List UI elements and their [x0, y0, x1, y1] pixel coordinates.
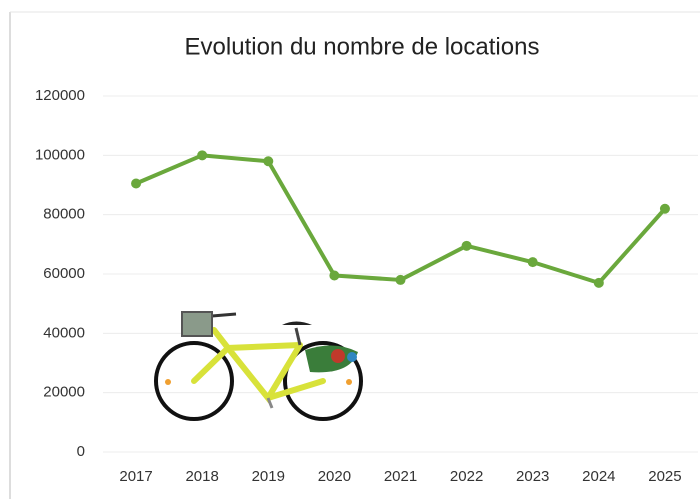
chart-title: Evolution du nombre de locations	[185, 33, 540, 60]
x-tick-label: 2023	[516, 468, 549, 485]
marker	[461, 240, 472, 251]
bike-reflector	[165, 379, 171, 385]
marker	[593, 277, 604, 288]
bike-saddle	[282, 321, 312, 325]
bike-seatpost	[294, 327, 302, 346]
marker	[527, 257, 538, 268]
bike-mudguard	[305, 345, 358, 373]
y-tick-label: 0	[77, 443, 85, 460]
x-tick-label: 2022	[450, 468, 483, 485]
y-tick-label: 40000	[43, 324, 85, 341]
marker	[131, 178, 142, 189]
bicycle-illustration	[154, 311, 363, 421]
y-tick-label: 20000	[43, 384, 85, 401]
marker	[263, 156, 274, 167]
marker	[395, 274, 406, 285]
x-tick-label: 2020	[318, 468, 351, 485]
x-tick-label: 2021	[384, 468, 417, 485]
marker	[659, 203, 670, 214]
plot: 0 20000 40000 60000 80000 100000 120000 2017 201…	[35, 87, 698, 485]
bike-handlebar	[211, 312, 237, 318]
marker	[197, 150, 208, 161]
marker	[329, 270, 340, 281]
bike-decor	[347, 352, 357, 362]
x-tick-label: 2017	[119, 468, 152, 485]
x-tick-label: 2018	[185, 468, 218, 485]
y-tick-label: 120000	[35, 87, 85, 104]
bike-basket	[181, 311, 213, 337]
y-tick-label: 60000	[43, 265, 85, 282]
bike-reflector	[346, 379, 352, 385]
bike-wheel	[154, 341, 234, 421]
bike-decor	[331, 349, 345, 363]
x-tick-label: 2024	[582, 468, 615, 485]
y-tick-label: 80000	[43, 206, 85, 223]
bike-wheel	[283, 341, 363, 421]
x-tick-label: 2019	[252, 468, 285, 485]
bike-stand	[266, 397, 274, 409]
x-tick-label: 2025	[648, 468, 681, 485]
y-tick-label: 100000	[35, 146, 85, 163]
